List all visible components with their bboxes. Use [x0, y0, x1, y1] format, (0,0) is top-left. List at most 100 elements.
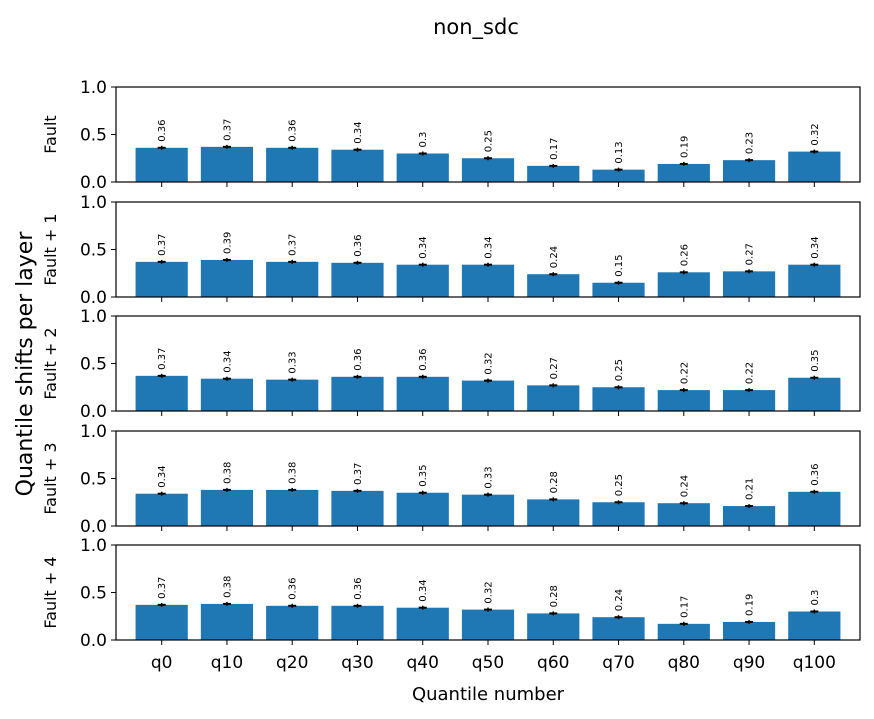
bar	[461, 494, 515, 526]
y-tick-label: 0.5	[80, 355, 107, 375]
bar	[135, 493, 188, 526]
panel-4: 0.34 0.38 0.38 0.37 0.35 0.33 0.28 0.25 0.24 0.21…	[41, 422, 861, 537]
bar	[200, 489, 254, 526]
bar-value-label: 0.37	[353, 463, 364, 485]
bar	[461, 264, 515, 297]
bar	[396, 376, 449, 411]
bar-value-label: 0.36	[418, 349, 429, 371]
bar	[396, 264, 449, 297]
bar-value-label: 0.13	[614, 141, 625, 163]
bar-value-label: 0.22	[679, 362, 690, 384]
bar	[657, 623, 710, 640]
y-tick-label: 0.0	[80, 402, 107, 422]
axes-frame	[115, 315, 861, 412]
bar-value-label: 0.38	[222, 576, 233, 598]
panels-group: 0.36 0.37 0.36 0.34 0.3 0.25 0.17 0.13 0.19 0.23 0…	[41, 78, 861, 673]
bar-value-label: 0.34	[418, 236, 429, 258]
bar-value-label: 0.34	[418, 579, 429, 601]
bar-value-label: 0.36	[288, 578, 299, 600]
bar-value-label: 0.24	[614, 589, 625, 611]
panel-5: 0.37 0.38 0.36 0.36 0.34 0.32 0.28 0.24 0.17 0.19…	[41, 536, 861, 651]
bar	[788, 491, 841, 526]
bar-value-label: 0.22	[745, 362, 756, 384]
bar	[331, 376, 384, 411]
x-tick-label: q80	[668, 653, 700, 673]
bar	[592, 387, 645, 411]
bar-value-label: 0.24	[679, 475, 690, 497]
bar-value-label: 0.34	[484, 236, 495, 258]
bar-value-label: 0.35	[810, 349, 821, 371]
y-tick-label: 0.5	[80, 126, 107, 146]
y-tick-label: 0.5	[80, 470, 107, 490]
bar-value-label: 0.19	[679, 136, 690, 158]
bar	[266, 147, 319, 182]
bar	[788, 611, 841, 640]
axes-frame	[115, 430, 861, 527]
bar	[788, 377, 841, 411]
bar-value-label: 0.37	[157, 577, 168, 599]
bar	[592, 617, 645, 640]
bar	[266, 379, 319, 411]
x-tick-label: q0	[151, 653, 173, 673]
bar-value-label: 0.38	[222, 462, 233, 484]
bar	[722, 160, 776, 182]
bar-value-label: 0.28	[549, 585, 560, 607]
bar	[461, 609, 515, 640]
y-tick-label: 0.0	[80, 631, 107, 651]
bar	[266, 489, 319, 526]
bar	[200, 603, 254, 640]
bar-value-label: 0.39	[222, 232, 233, 254]
bar	[331, 605, 384, 640]
bar	[266, 605, 319, 640]
y-tick-label: 0.0	[80, 517, 107, 537]
x-axis-label: Quantile number	[412, 684, 565, 705]
bar-value-label: 0.36	[353, 349, 364, 371]
bar	[722, 390, 776, 411]
bar	[657, 503, 710, 526]
panel-y-label: Fault + 4	[41, 556, 60, 628]
bar-value-label: 0.15	[614, 254, 625, 276]
bar-value-label: 0.17	[549, 138, 560, 160]
bar-value-label: 0.26	[679, 244, 690, 266]
bar	[657, 390, 710, 411]
bar	[657, 163, 710, 182]
bar	[135, 261, 188, 297]
panel-1: 0.36 0.37 0.36 0.34 0.3 0.25 0.17 0.13 0.19 0.23 0…	[41, 78, 861, 193]
bar-value-label: 0.27	[745, 243, 756, 265]
panel-2: 0.37 0.39 0.37 0.36 0.34 0.34 0.24 0.15 0.26 0.27…	[41, 193, 861, 308]
axes-frame	[115, 544, 861, 641]
bar	[527, 499, 580, 526]
bar	[200, 146, 254, 182]
bar	[135, 147, 188, 182]
x-tick-label: q70	[602, 653, 634, 673]
bar-value-label: 0.3	[418, 132, 429, 148]
panel-y-label: Fault + 2	[41, 327, 60, 399]
bar	[722, 271, 776, 297]
y-tick-label: 0.0	[80, 288, 107, 308]
bar-value-label: 0.23	[745, 132, 756, 154]
axes-frame	[115, 86, 861, 183]
x-tick-label: q40	[407, 653, 439, 673]
y-tick-label: 0.5	[80, 584, 107, 604]
bar-value-label: 0.24	[549, 246, 560, 268]
x-tick-label: q10	[211, 653, 243, 673]
x-tick-label: q20	[276, 653, 308, 673]
bar	[396, 607, 449, 640]
bar	[592, 502, 645, 526]
bar	[527, 385, 580, 411]
bar-value-label: 0.25	[614, 474, 625, 496]
panel-y-label: Fault + 3	[41, 442, 60, 514]
bar	[788, 264, 841, 297]
bar-value-label: 0.34	[157, 465, 168, 487]
bar-value-label: 0.37	[157, 348, 168, 370]
bar	[331, 149, 384, 182]
bar-value-label: 0.33	[288, 351, 299, 373]
bar-value-label: 0.37	[157, 234, 168, 256]
y-tick-label: 1.0	[80, 78, 107, 98]
bar	[266, 261, 319, 297]
bar-value-label: 0.32	[810, 123, 821, 145]
x-tick-label: q90	[733, 653, 765, 673]
y-tick-label: 1.0	[80, 536, 107, 556]
bar-value-label: 0.34	[810, 236, 821, 258]
